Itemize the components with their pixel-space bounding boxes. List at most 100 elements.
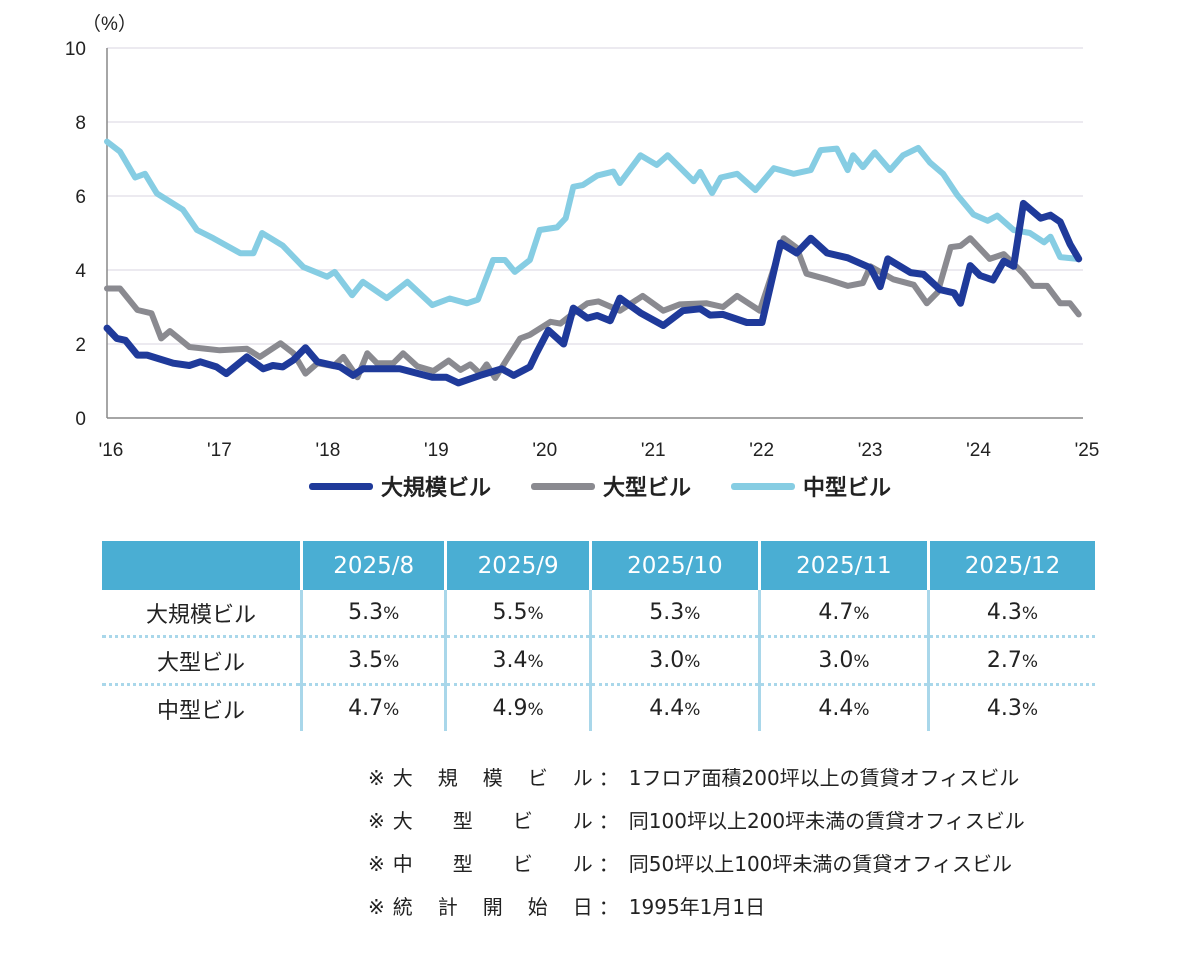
legend-swatch: [731, 482, 795, 490]
note-sep: ：: [598, 809, 619, 833]
y-tick-label: 4: [75, 261, 86, 282]
x-tick-label: '25: [1075, 440, 1100, 461]
x-tick-label: '20: [532, 440, 557, 461]
header-cell: 2025/11: [757, 541, 929, 590]
value-cell: 4.3%: [926, 684, 1095, 731]
x-tick-label: '19: [424, 440, 449, 461]
note-text: 1フロア面積200坪以上の賃貸オフィスビル: [628, 766, 1020, 790]
value: 3.5: [348, 648, 384, 673]
x-tick-label: '16: [99, 440, 124, 461]
x-tick-label: '18: [316, 440, 341, 461]
legend-item-large-scale: 大規模ビル: [308, 470, 491, 502]
header-cell: 2025/10: [588, 541, 760, 590]
unit: %: [1021, 652, 1039, 672]
legend-label: 大規模ビル: [380, 476, 491, 501]
unit: %: [527, 652, 544, 672]
unit: %: [527, 700, 544, 720]
unit: %: [527, 604, 544, 624]
value-cell: 5.3%: [299, 590, 446, 638]
x-tick-label: '21: [641, 440, 666, 461]
row-label: 中型ビル: [156, 698, 245, 724]
row-label: 大規模ビル: [102, 590, 302, 638]
y-tick-label: 2: [75, 335, 86, 356]
legend-item-large: 大型ビル: [530, 470, 691, 502]
table-row: 中型ビル 4.7% 4.9% 4.4% 4.4% 4.3%: [102, 684, 1095, 731]
value: 4.7: [818, 600, 854, 625]
table-row: 大型ビル 3.5% 3.4% 3.0% 3.0% 2.7%: [102, 636, 1095, 686]
y-axis-unit-label: （%）: [82, 13, 137, 35]
note-label: 統計開始日: [392, 895, 593, 919]
legend-label: 大型ビル: [602, 476, 691, 501]
unit: %: [684, 652, 701, 672]
vacancy-table: 2025/8 2025/9 2025/10 2025/11 2025/12 大規…: [102, 541, 1095, 731]
unit: %: [1021, 604, 1039, 624]
value-cell: 5.5%: [444, 590, 591, 638]
value-cell: 4.7%: [299, 684, 446, 731]
note-label: 大型ビル: [392, 809, 593, 833]
legend-label: 中型ビル: [803, 476, 892, 501]
unit: %: [383, 604, 400, 624]
note-text: 1995年1月1日: [628, 895, 766, 919]
header-cell: 2025/12: [926, 541, 1095, 590]
table-row: 大規模ビル 5.3% 5.5% 5.3% 4.7% 4.3%: [102, 590, 1095, 638]
header-cell: [102, 541, 302, 590]
value: 4.3: [986, 696, 1022, 721]
value: 3.0: [649, 648, 685, 673]
value: 3.4: [492, 648, 528, 673]
unit: %: [684, 700, 701, 720]
legend-swatch: [530, 482, 595, 490]
legend-item-medium: 中型ビル: [731, 470, 891, 502]
unit: %: [383, 652, 400, 672]
value-cell: 4.4%: [588, 684, 760, 731]
value: 4.9: [492, 696, 528, 721]
note-mark: ※: [368, 766, 385, 790]
unit: %: [383, 700, 400, 720]
value-cell: 3.0%: [588, 636, 760, 686]
y-tick-label: 0: [75, 409, 86, 430]
table-header-row: 2025/8 2025/9 2025/10 2025/11 2025/12: [102, 541, 1095, 590]
unit: %: [853, 604, 870, 624]
value: 4.3: [986, 600, 1022, 625]
value: 3.0: [818, 648, 854, 673]
note-text: 同50坪以上100坪未満の賃貸オフィスビル: [628, 852, 1012, 876]
value-cell: 3.5%: [299, 636, 446, 686]
value-cell: 4.3%: [926, 590, 1095, 638]
header-cell: 2025/8: [299, 541, 446, 590]
note-label: 大規模ビル: [392, 766, 593, 790]
unit: %: [1021, 700, 1039, 720]
note-sep: ：: [598, 852, 619, 876]
footnote: ※ 統計開始日： 1995年1月1日: [368, 886, 1025, 929]
value: 4.4: [818, 696, 854, 721]
header-cell: 2025/9: [444, 541, 591, 590]
value: 4.4: [649, 696, 685, 721]
value-cell: 5.3%: [588, 590, 760, 638]
value-cell: 3.0%: [757, 636, 929, 686]
footnote: ※ 大規模ビル： 1フロア面積200坪以上の賃貸オフィスビル: [368, 757, 1025, 800]
note-label: 中型ビル: [392, 852, 593, 876]
footnotes: ※ 大規模ビル： 1フロア面積200坪以上の賃貸オフィスビル ※ 大型ビル：同100坪以…: [368, 757, 1025, 929]
value-cell: 4.9%: [444, 684, 591, 731]
footnote: ※ 中型ビル： 同50坪以上100坪未満の賃貸オフィスビル: [368, 843, 1025, 886]
note-text: 同100坪以上200坪未満の賃貸オフィスビル: [628, 809, 1025, 833]
note-mark: ※: [368, 895, 385, 919]
row-label: 大型ビル: [102, 636, 302, 686]
unit: %: [684, 604, 701, 624]
value-cell: 4.4%: [757, 684, 929, 731]
value: 4.7: [348, 696, 384, 721]
value-cell: 2.7%: [926, 636, 1095, 686]
footnote: ※ 大型ビル： 同100坪以上200坪未満の賃貸オフィスビル: [368, 800, 1025, 843]
y-tick-label: 10: [65, 39, 86, 60]
x-tick-label: '22: [749, 440, 774, 461]
series-line-0: [103, 199, 1083, 387]
note-mark: ※: [368, 809, 385, 833]
value: 5.3: [649, 600, 685, 625]
x-tick-label: '23: [858, 440, 883, 461]
series-line-2: [104, 138, 1081, 309]
x-tick-label: '17: [207, 440, 232, 461]
legend-swatch: [308, 482, 373, 490]
unit: %: [853, 700, 870, 720]
note-mark: ※: [368, 852, 385, 876]
value: 5.3: [348, 600, 384, 625]
note-sep: ：: [598, 895, 619, 919]
value: 2.7: [986, 648, 1022, 673]
